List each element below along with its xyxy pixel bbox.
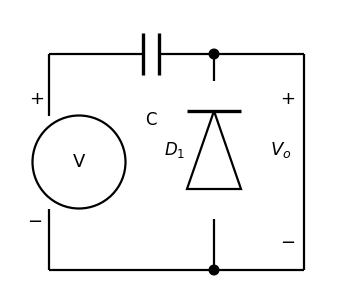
Text: $D_1$: $D_1$ xyxy=(164,140,186,160)
Text: +: + xyxy=(280,90,295,108)
Text: C: C xyxy=(145,111,157,129)
Text: $V_o$: $V_o$ xyxy=(270,140,291,160)
Circle shape xyxy=(209,49,219,59)
Text: −: − xyxy=(27,213,42,231)
Circle shape xyxy=(209,265,219,275)
Text: +: + xyxy=(29,90,44,108)
Text: −: − xyxy=(280,234,295,252)
Text: V: V xyxy=(73,153,85,171)
